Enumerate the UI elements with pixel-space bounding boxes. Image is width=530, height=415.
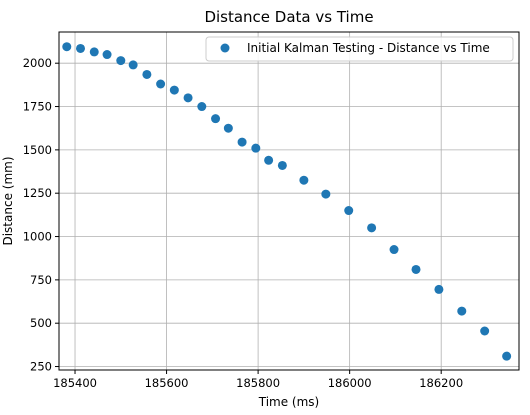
x-tick-label: 186000 <box>328 376 372 390</box>
x-tick-label: 185800 <box>236 376 280 390</box>
data-point <box>116 56 126 66</box>
data-point <box>299 175 309 185</box>
data-point <box>434 284 444 294</box>
data-point <box>128 60 138 70</box>
data-point <box>411 264 421 274</box>
data-point <box>480 326 490 336</box>
data-point <box>223 123 233 133</box>
data-point <box>183 93 193 103</box>
y-tick-label: 750 <box>30 273 52 287</box>
y-tick-label: 250 <box>30 360 52 374</box>
data-point <box>457 306 467 316</box>
data-point <box>169 85 179 95</box>
y-axis-label: Distance (mm) <box>1 156 15 245</box>
data-point <box>367 223 377 233</box>
data-points <box>62 42 512 361</box>
data-point <box>251 143 261 153</box>
y-tick-label: 1750 <box>23 100 52 114</box>
y-tick-label: 1250 <box>23 186 52 200</box>
data-point <box>156 79 166 89</box>
data-point <box>62 42 72 52</box>
x-axis-label: Time (ms) <box>258 395 320 409</box>
legend-box <box>205 36 514 62</box>
grid-lines <box>59 32 519 370</box>
data-point <box>277 160 287 170</box>
chart-title: Distance Data vs Time <box>204 8 373 26</box>
data-point <box>264 155 274 165</box>
data-point <box>197 102 207 112</box>
legend-label: Initial Kalman Testing - Distance vs Tim… <box>247 41 490 55</box>
data-point <box>102 50 112 60</box>
y-tick-label: 1000 <box>23 230 52 244</box>
x-tick-label: 185600 <box>145 376 189 390</box>
data-point <box>142 69 152 79</box>
data-point <box>321 189 331 199</box>
y-axis-ticks: 250 500 750 1000 1250 1500 1750 2000 <box>23 56 59 374</box>
data-point <box>211 114 221 124</box>
data-point <box>344 206 354 216</box>
data-point <box>89 47 99 57</box>
legend: Initial Kalman Testing - Distance vs Tim… <box>205 36 514 62</box>
legend-marker <box>220 43 230 53</box>
data-point <box>237 137 247 147</box>
y-tick-label: 500 <box>30 316 52 330</box>
y-tick-label: 1500 <box>23 143 52 157</box>
plot-area-frame <box>58 31 520 371</box>
data-point <box>76 43 86 53</box>
data-point <box>502 351 512 361</box>
x-axis-ticks: 185400 185600 185800 186000 186200 <box>53 370 463 390</box>
data-point <box>389 245 399 255</box>
x-tick-label: 185400 <box>53 376 97 390</box>
x-tick-label: 186200 <box>419 376 463 390</box>
y-tick-label: 2000 <box>23 56 52 70</box>
